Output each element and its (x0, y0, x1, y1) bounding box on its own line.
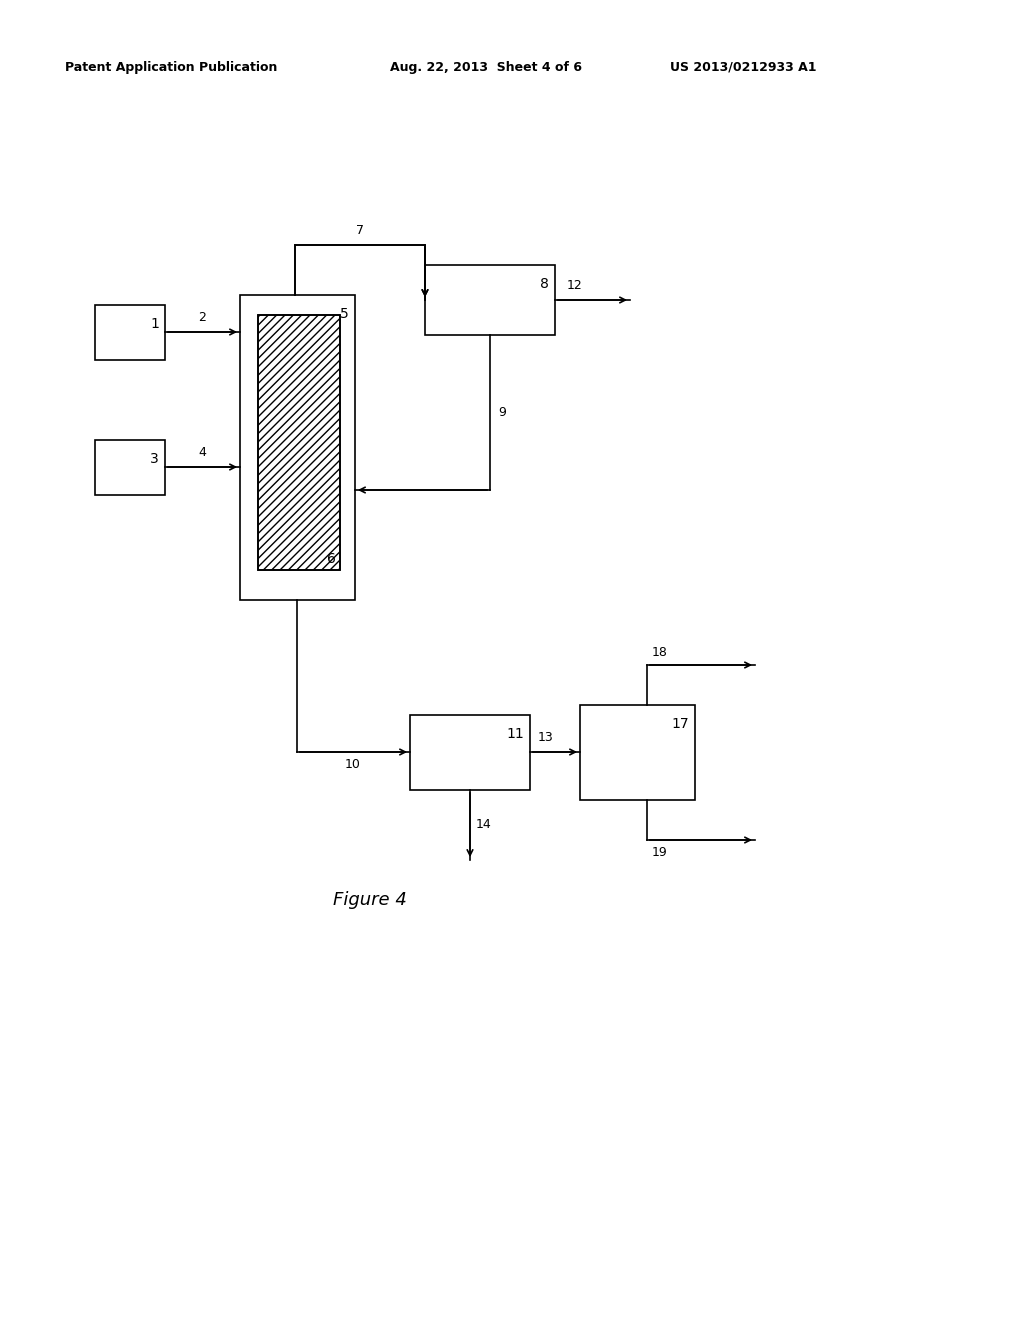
Text: 19: 19 (652, 846, 668, 859)
Text: 12: 12 (567, 279, 583, 292)
Bar (95, 440, 165, 495)
Bar (240, 294, 355, 601)
Text: 8: 8 (540, 277, 549, 290)
Text: 10: 10 (345, 758, 360, 771)
Text: US 2013/0212933 A1: US 2013/0212933 A1 (670, 61, 816, 74)
Bar (258, 315, 340, 570)
Bar (410, 715, 530, 789)
Text: 17: 17 (672, 717, 689, 731)
Text: 11: 11 (506, 727, 524, 741)
Text: 4: 4 (198, 446, 206, 459)
Text: Aug. 22, 2013  Sheet 4 of 6: Aug. 22, 2013 Sheet 4 of 6 (390, 61, 582, 74)
Bar (580, 705, 695, 800)
Text: Patent Application Publication: Patent Application Publication (65, 61, 278, 74)
Text: 7: 7 (356, 224, 364, 238)
Text: 3: 3 (151, 451, 159, 466)
Bar (95, 305, 165, 360)
Text: 6: 6 (327, 552, 336, 566)
Text: 9: 9 (498, 405, 506, 418)
Text: Figure 4: Figure 4 (333, 891, 407, 909)
Text: 18: 18 (652, 645, 668, 659)
Text: 13: 13 (538, 731, 554, 744)
Bar (258, 315, 340, 570)
Bar (425, 265, 555, 335)
Text: 5: 5 (340, 308, 349, 321)
Text: 14: 14 (476, 818, 492, 832)
Text: 1: 1 (151, 317, 159, 331)
Text: 2: 2 (198, 312, 206, 323)
